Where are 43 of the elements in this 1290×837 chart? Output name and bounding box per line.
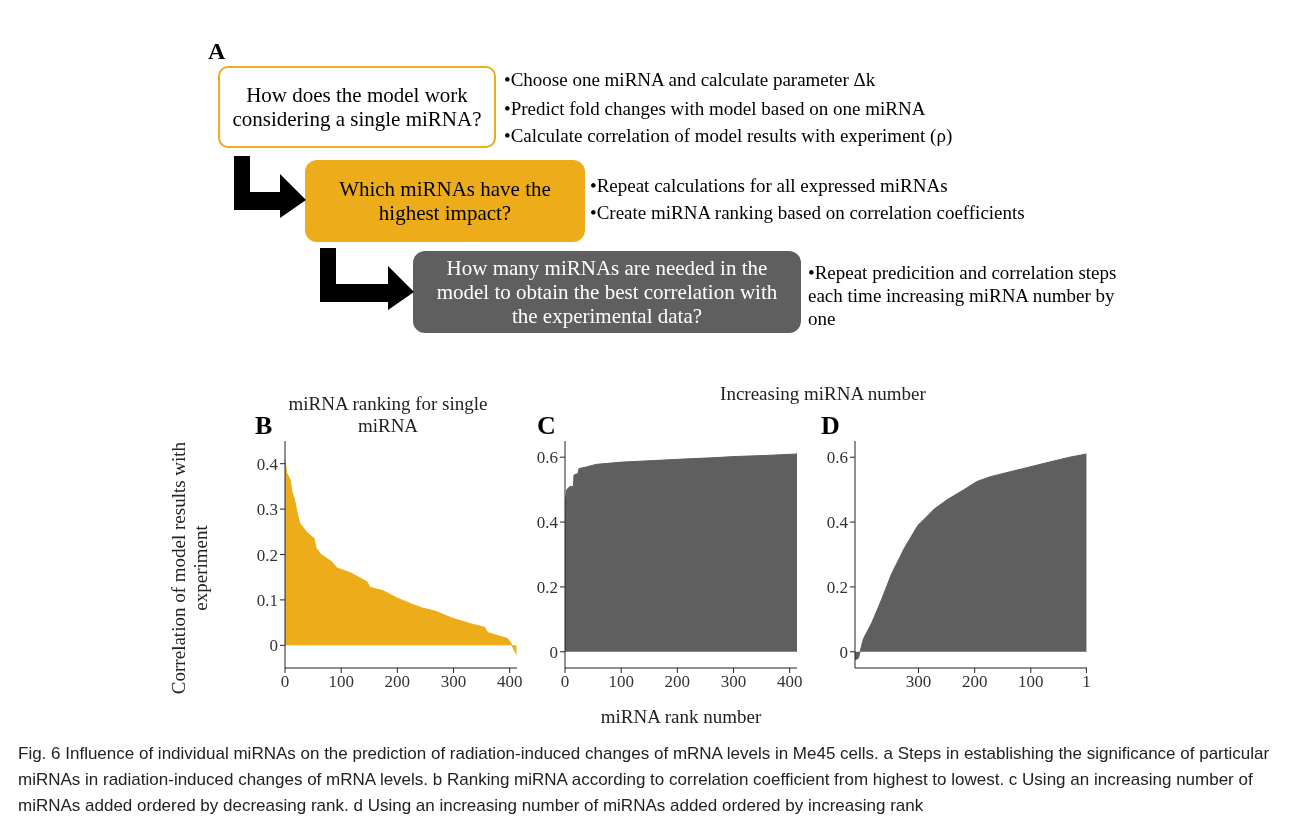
y-tick-label: 0: [839, 642, 848, 662]
text: A: [208, 38, 226, 65]
text: B: [255, 411, 273, 441]
x-tick-label: 100: [328, 672, 354, 692]
chart-title: miRNA ranking for single miRNA: [288, 393, 488, 436]
text: How does the model work considering a single miRNA?: [218, 66, 496, 148]
y-axis-title: Correlation of model results with experiment: [168, 440, 212, 697]
x-axis-title: miRNA rank number: [599, 706, 763, 728]
y-tick-label: 0.1: [256, 590, 278, 610]
x-tick-label: 300: [905, 672, 932, 692]
y-tick-label: 0.2: [826, 577, 848, 597]
text: Which miRNAs have the highest impact?: [305, 160, 585, 242]
x-tick-label: 100: [1018, 672, 1044, 692]
y-tick-label: 0.4: [536, 513, 559, 533]
x-tick-label: 200: [664, 672, 691, 692]
text: •Calculate correlation of model results with experiment (ρ): [504, 124, 954, 147]
y-tick-label: 0: [549, 642, 558, 662]
caption: Fig. 6 Influence of individual miRNAs on the prediction of radiation-induced changes of mRNA levels in Me45 cells. a Steps in establishing the significance of particular miRNAs in radiation-induced changes of mRNA levels. b Ranking miRNA according to correlation coefficient from highest to lowest. c Using an increasing number of miRNAs added ordered by decreasing rank. d Using an increasing number of miRNAs added ordered by increasing rank: [18, 743, 1271, 817]
text: •Choose one miRNA and calculate parameter Δk: [504, 68, 877, 91]
text: D: [821, 411, 840, 441]
text: •Repeat predicition and correlation steps each time increasing miRNA number by one: [808, 261, 1118, 330]
x-tick-label: 400: [776, 672, 803, 692]
x-tick-label: 400: [496, 672, 523, 692]
x-tick-label: 200: [961, 672, 988, 692]
x-tick-label: 300: [720, 672, 747, 692]
x-tick-label: 1: [1082, 672, 1091, 692]
y-tick-label: 0.2: [256, 545, 278, 565]
y-tick-label: 0.4: [826, 513, 849, 533]
chart-title: Increasing miRNA number: [719, 383, 927, 405]
y-tick-label: 0.4: [256, 454, 279, 474]
y-tick-label: 0.6: [826, 448, 848, 468]
text: •Predict fold changes with model based on one miRNA: [504, 97, 927, 120]
x-tick-label: 100: [608, 672, 634, 692]
y-tick-label: 0.6: [536, 448, 558, 468]
x-tick-label: 200: [384, 672, 411, 692]
text: •Repeat calculations for all expressed miRNAs: [590, 174, 949, 197]
text: C: [537, 411, 556, 441]
x-tick-label: 300: [440, 672, 467, 692]
text: •Create miRNA ranking based on correlation coefficients: [590, 201, 1026, 224]
text: How many miRNAs are needed in the model to obtain the best correlation with the experimental data?: [413, 251, 801, 333]
y-tick-label: 0: [269, 636, 278, 656]
y-tick-label: 0.2: [536, 577, 558, 597]
y-tick-label: 0.3: [256, 500, 278, 520]
